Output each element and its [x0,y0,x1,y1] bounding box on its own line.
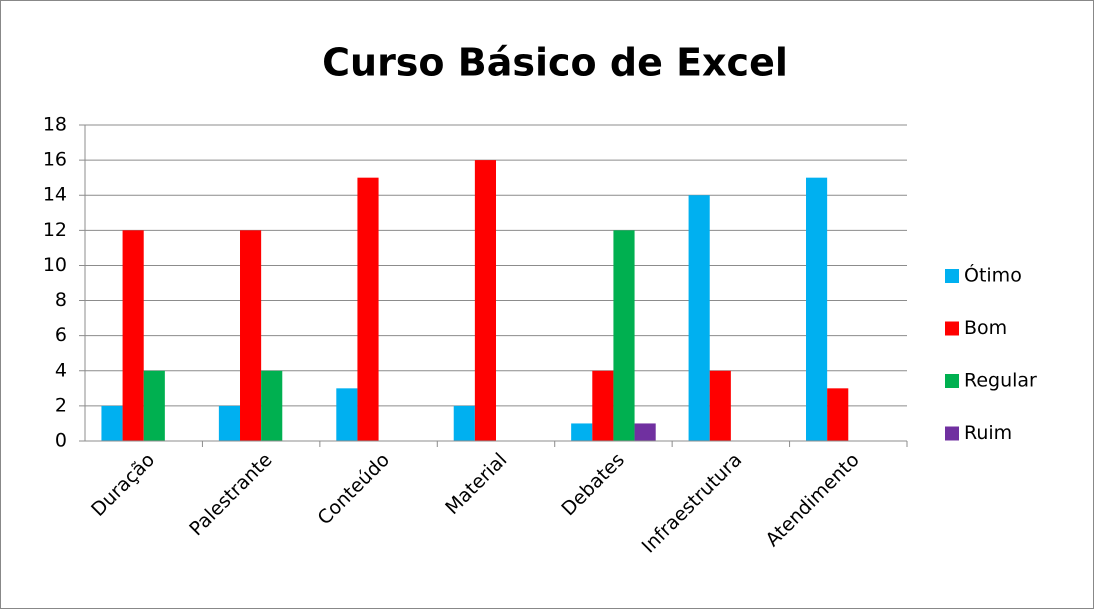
bar [474,160,496,441]
y-tick-label: 12 [43,219,67,241]
legend-swatch [945,374,959,388]
legend-label: Ótimo [964,263,1022,287]
bar [143,370,165,441]
bar [613,230,635,441]
bar [592,370,614,441]
bar [357,177,379,441]
y-tick-label: 16 [43,149,67,171]
bar [709,370,731,441]
y-tick-label: 2 [55,394,67,416]
chart-title: Curso Básico de Excel [322,41,788,85]
bar [634,423,656,441]
bar [101,405,123,441]
bar [122,230,144,441]
legend-swatch [945,321,959,336]
bar [806,177,828,441]
bar [827,388,849,441]
y-tick-label: 10 [43,254,67,276]
legend-label: Regular [964,370,1037,392]
bar [261,370,283,441]
bar [571,423,593,441]
legend-swatch [945,269,959,283]
y-tick-label: 18 [43,114,67,136]
y-tick-label: 14 [43,184,67,206]
y-tick-label: 0 [55,430,67,452]
y-tick-label: 8 [55,289,67,311]
y-tick-label: 6 [55,324,67,346]
legend-label: Bom [964,317,1007,339]
bar [688,195,710,441]
legend-swatch [945,426,959,441]
bar [453,405,475,441]
bar [240,230,262,441]
bar [336,388,358,441]
y-tick-label: 4 [55,359,67,381]
bar [218,405,241,441]
legend-label: Ruim [964,422,1012,444]
